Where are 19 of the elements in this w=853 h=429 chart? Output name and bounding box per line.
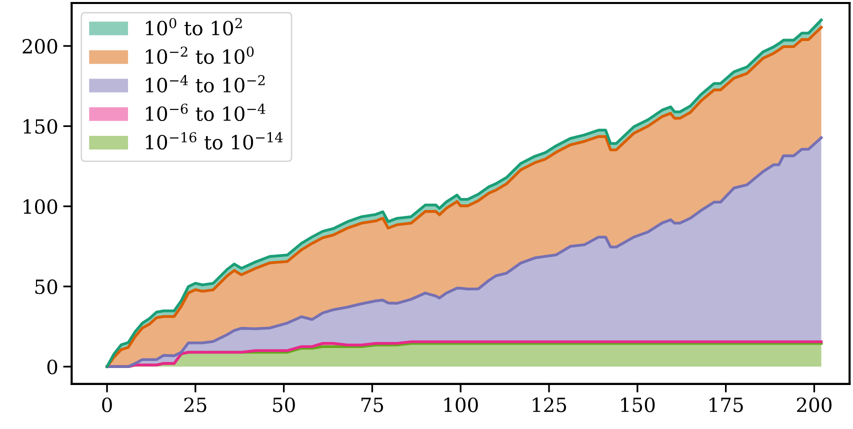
x-tick-label: 150 xyxy=(621,397,655,412)
legend-label: 10$^{−2}$ to 10$^{0}$ xyxy=(146,46,254,64)
x-tick-label: 175 xyxy=(710,397,743,412)
legend-label: 10$^{0}$ to 10$^{2}$ xyxy=(146,18,242,36)
x-tick-label: 0 xyxy=(102,397,112,412)
y-tick-label: 50 xyxy=(35,279,58,294)
legend-label: 10$^{−6}$ to 10$^{−4}$ xyxy=(146,104,266,122)
x-tick-label: 50 xyxy=(273,397,295,412)
y-tick-label: 150 xyxy=(24,119,58,134)
y-tick-label: 200 xyxy=(22,38,58,54)
y-tick-label: 100 xyxy=(24,199,58,214)
x-tick-label: 125 xyxy=(532,397,566,412)
x-tick-label: 100 xyxy=(444,397,478,412)
x-tick-label: 75 xyxy=(361,398,384,412)
x-tick-label: 25 xyxy=(184,397,206,412)
legend-label: 10$^{−16}$ to 10$^{−14}$ xyxy=(146,132,283,150)
y-tick-label: 0 xyxy=(47,360,58,374)
legend-label: 10$^{−4}$ to 10$^{−2}$ xyxy=(146,75,265,92)
x-tick-label: 200 xyxy=(796,397,832,412)
